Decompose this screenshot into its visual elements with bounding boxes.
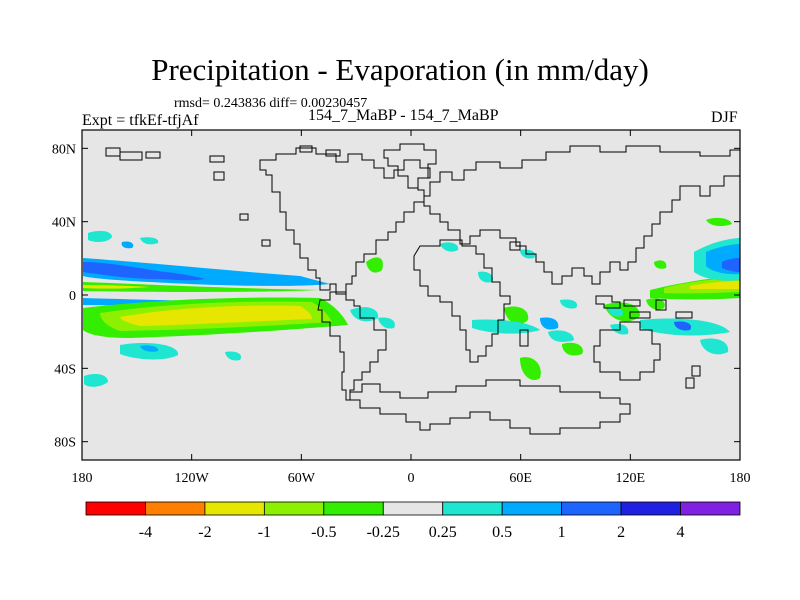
colorbar-swatch (382, 501, 444, 516)
coast-antarctica (349, 379, 631, 435)
x-tick-label: 60E (509, 471, 532, 486)
coast-madagascar (519, 329, 529, 347)
field-green-mc-b (646, 298, 665, 310)
y-tick-label: 80S (54, 436, 76, 451)
field-cyan-npac-c (121, 241, 134, 249)
season-label: DJF (711, 109, 738, 126)
field-green-madagascar (520, 357, 541, 380)
field-cyan-wpac-c (610, 324, 629, 335)
coast-small-islands (239, 213, 521, 251)
colorbar-swatch (442, 501, 503, 516)
field-cyan-mc-a (608, 307, 624, 317)
colorbar: -4 -2 -1 -0.5 -0.25 0.25 0.5 1 2 4 (85, 501, 741, 541)
field-green-indian-b (562, 342, 583, 356)
field-cyan-spac-b (84, 374, 108, 387)
field-blue-pacific-core (145, 270, 205, 281)
y-tick-label: 40N (52, 216, 76, 231)
colorbar-swatch (323, 501, 384, 516)
colorbar-label: 0.5 (492, 524, 512, 541)
field-cyan-africa-a (478, 271, 494, 283)
plot-title: Precipitation - Evaporation (in mm/day) (151, 52, 649, 87)
y-tick-label: 40S (54, 362, 76, 377)
colorbar-label: -0.25 (367, 524, 400, 541)
colorbar-swatch (680, 501, 741, 516)
colorbar-label: 1 (558, 524, 566, 541)
colorbar-swatch (501, 501, 563, 516)
coast-se-asia (595, 295, 693, 319)
field-green-nwpac (706, 217, 732, 227)
field-blue-spac-a (140, 345, 159, 352)
y-axis: 80N 40N 0 40S 80S (52, 142, 740, 451)
field-cyan-atlantic-b (378, 317, 395, 329)
coast-australia (593, 321, 661, 381)
colorbar-label: -2 (198, 524, 211, 541)
field-green-equatorial (83, 282, 320, 292)
coast-north-america (259, 147, 431, 295)
x-axis: 180 120W 60W 0 60E 120E 180 (72, 130, 751, 486)
field-yellow-spcz (120, 305, 312, 326)
field-blue-indian-a (540, 317, 559, 330)
field-cyan-wpac-b (700, 338, 729, 355)
field-green-africa-a (504, 306, 529, 324)
coast-eurasia (423, 145, 741, 285)
field-cyan-indian-d (560, 299, 578, 309)
x-tick-label: 60W (288, 471, 316, 486)
map-background (82, 130, 740, 460)
x-tick-label: 120E (616, 471, 646, 486)
x-tick-label: 120W (175, 471, 210, 486)
field-cyan-npac-b (140, 237, 159, 245)
coast-arctic-islands (105, 145, 341, 181)
colorbar-swatch (620, 501, 681, 516)
colorbar-swatch (263, 501, 325, 516)
colorbar-swatch (145, 501, 206, 516)
x-tick-label: 180 (72, 471, 93, 486)
stats-subtitle: rmsd= 0.243836 diff= 0.00230457 (174, 96, 368, 111)
coast-greenland (383, 143, 437, 189)
contour-fields (83, 217, 740, 387)
coast-africa (413, 239, 511, 363)
colorbar-label: 4 (677, 524, 685, 541)
colorbar-swatch (561, 501, 622, 516)
x-tick-label: 0 (408, 471, 415, 486)
colorbar-swatch (204, 501, 265, 516)
experiment-label: Expt = tfkEf-tfjAf (82, 112, 199, 129)
colorbar-label: -0.5 (311, 524, 336, 541)
colorbar-swatch (85, 501, 146, 516)
field-green-sahara (366, 257, 383, 273)
colorbar-label: 0.25 (429, 524, 457, 541)
y-tick-label: 0 (69, 289, 76, 304)
field-cyan-spac-c (225, 351, 242, 361)
runs-label: 154_7_MaBP - 154_7_MaBP (308, 107, 499, 124)
field-blue-wpac-a (674, 321, 692, 331)
x-tick-label: 180 (730, 471, 751, 486)
colorbar-label: -1 (258, 524, 271, 541)
colorbar-label: -4 (139, 524, 152, 541)
coast-new-zealand (685, 365, 701, 389)
field-cyan-npac-a (88, 230, 112, 242)
field-cyan-atlantic-c (440, 242, 459, 252)
colorbar-label: 2 (617, 524, 625, 541)
y-tick-label: 80N (52, 142, 76, 157)
field-cyan-indian-c (548, 330, 574, 342)
coast-south-america (317, 291, 387, 401)
field-yellow-equatorial (83, 285, 150, 289)
field-blue-north-pacific (83, 258, 330, 286)
coastlines (105, 143, 741, 435)
field-deepblue-nwpac (722, 258, 740, 272)
field-yellow-wpac-band (690, 281, 740, 289)
field-green-japan (654, 260, 667, 269)
